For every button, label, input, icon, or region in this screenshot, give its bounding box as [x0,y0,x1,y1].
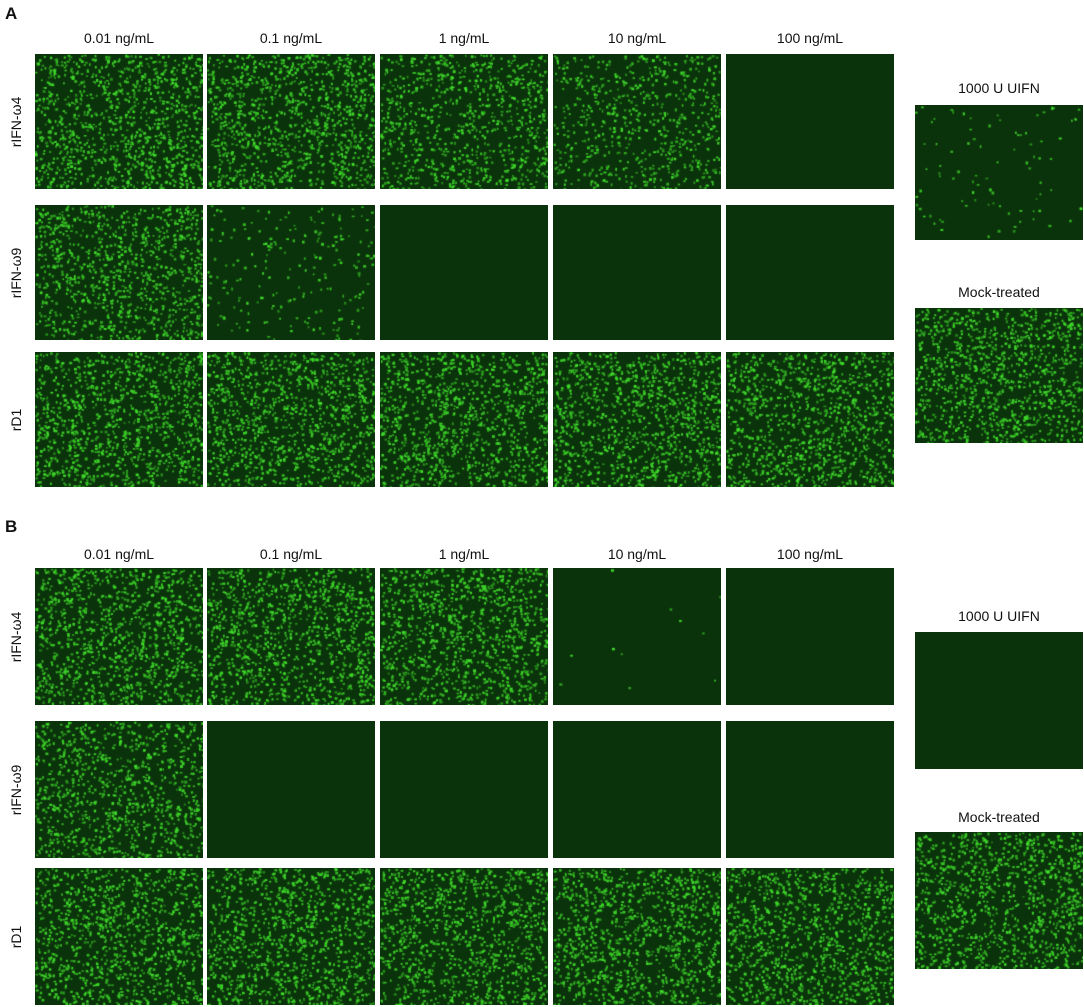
micrograph-tile [726,205,894,340]
column-header: 1 ng/mL [438,30,490,46]
row-label: rIFN-ω9 [8,764,24,815]
micrograph-tile [553,721,721,858]
micrograph-tile [380,54,548,189]
micrograph-tile [380,205,548,340]
control-micrograph [915,632,1083,769]
control-micrograph [915,105,1083,240]
row-label: rD1 [8,408,24,431]
micrograph-tile [553,568,721,705]
column-header: 100 ng/mL [776,546,844,562]
column-header: 1 ng/mL [438,546,490,562]
micrograph-tile [553,54,721,189]
micrograph-tile [207,868,375,1005]
panel-label: B [5,517,18,536]
panel-label: A [5,4,18,23]
micrograph-tile [207,352,375,487]
column-header: 10 ng/mL [607,30,667,46]
micrograph-tile [380,352,548,487]
micrograph-tile [35,868,203,1005]
micrograph-tile [726,868,894,1005]
row-label: rIFN-ω4 [8,96,24,147]
column-header: 0.1 ng/mL [259,30,323,46]
micrograph-tile [207,721,375,858]
micrograph-tile [35,54,203,189]
control-label: Mock-treated [958,809,1040,825]
micrograph-tile [553,205,721,340]
micrograph-tile [380,868,548,1005]
micrograph-tile [553,352,721,487]
micrograph-tile [553,868,721,1005]
control-micrograph [915,832,1083,969]
micrograph-tile [726,721,894,858]
micrograph-tile [726,54,894,189]
control-micrograph [915,308,1083,443]
micrograph-tile [35,568,203,705]
control-label: 1000 U UIFN [958,608,1040,624]
micrograph-tile [726,568,894,705]
column-header: 100 ng/mL [776,30,844,46]
row-label: rIFN-ω9 [8,247,24,298]
micrograph-tile [726,352,894,487]
column-header: 0.1 ng/mL [259,546,323,562]
control-label: 1000 U UIFN [958,80,1040,96]
micrograph-tile [207,205,375,340]
column-header: 0.01 ng/mL [83,30,155,46]
micrograph-tile [35,205,203,340]
column-header: 10 ng/mL [607,546,667,562]
row-label: rD1 [8,925,24,948]
row-label: rIFN-ω4 [8,611,24,662]
control-label: Mock-treated [958,284,1040,300]
micrograph-tile [35,721,203,858]
micrograph-tile [380,568,548,705]
micrograph-tile [35,352,203,487]
micrograph-tile [207,54,375,189]
column-header: 0.01 ng/mL [83,546,155,562]
micrograph-tile [207,568,375,705]
micrograph-tile [380,721,548,858]
